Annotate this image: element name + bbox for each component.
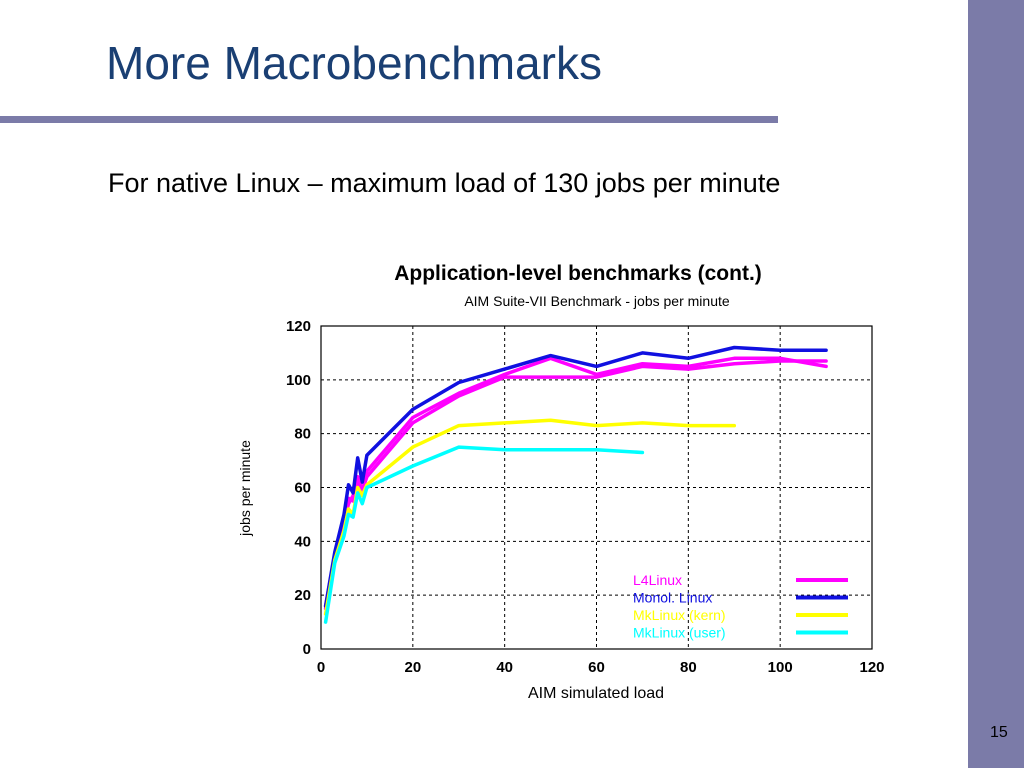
series-line-mklinux-user — [323, 445, 645, 624]
x-axis-label: AIM simulated load — [528, 685, 664, 702]
y-tick-label: 120 — [286, 318, 311, 335]
chart-subtitle: AIM Suite-VII Benchmark - jobs per minut… — [464, 293, 730, 309]
y-tick-label: 20 — [294, 587, 311, 604]
x-tick-label: 100 — [768, 659, 793, 676]
x-tick-label: 120 — [859, 659, 884, 676]
series-lines — [323, 345, 828, 624]
y-tick-label: 80 — [294, 426, 311, 443]
x-tick-label: 40 — [496, 659, 513, 676]
series-line-l4linux — [323, 356, 828, 611]
page-number: 15 — [990, 724, 1008, 741]
grid — [321, 326, 872, 649]
y-tick-label: 100 — [286, 372, 311, 389]
chart-title: Application-level benchmarks (cont.) — [394, 262, 762, 285]
title-underline — [0, 116, 778, 123]
legend-label: L4Linux — [633, 572, 682, 588]
slide-title: More Macrobenchmarks — [106, 37, 602, 89]
x-tick-label: 80 — [680, 659, 697, 676]
ticks: 0 20 40 60 80 100 120 0 20 40 60 80 100 120 — [286, 318, 885, 676]
y-axis-label: jobs per minute — [237, 440, 253, 537]
body-text: For native Linux – maximum load of 130 j… — [108, 168, 781, 198]
x-tick-label: 20 — [404, 659, 421, 676]
x-tick-label: 0 — [317, 659, 325, 676]
y-tick-label: 60 — [294, 480, 311, 497]
legend-label: MkLinux (kern) — [633, 607, 726, 623]
x-tick-label: 60 — [588, 659, 605, 676]
y-tick-label: 40 — [294, 533, 311, 550]
series-line-l4linux — [323, 359, 828, 608]
legend-label: MkLinux (user) — [633, 625, 726, 641]
plot-frame — [320, 325, 873, 650]
benchmark-chart: Application-level benchmarks (cont.) AIM… — [237, 262, 885, 702]
series-line-monol-linux — [323, 345, 828, 608]
legend-label: Monol. Linux — [633, 590, 712, 606]
right-accent-bar — [968, 0, 1024, 768]
y-tick-label: 0 — [303, 641, 311, 658]
